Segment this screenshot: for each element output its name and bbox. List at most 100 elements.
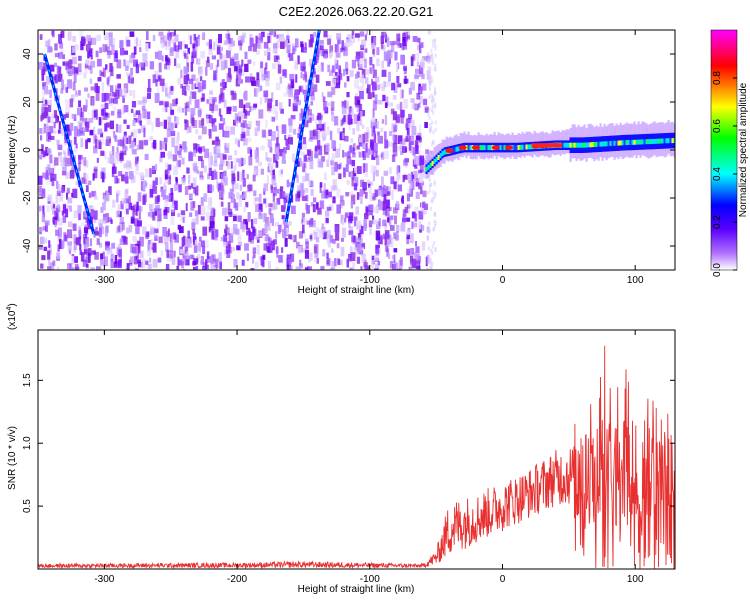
noise-cell	[327, 91, 333, 98]
noise-cell	[369, 210, 373, 216]
noise-cell	[181, 85, 186, 95]
noise-cell	[382, 94, 386, 102]
noise-cell	[162, 106, 166, 112]
band-cell	[593, 142, 596, 147]
noise-cell	[105, 213, 110, 223]
noise-cell	[276, 125, 279, 131]
noise-cell	[365, 209, 369, 217]
band-cell	[627, 140, 630, 145]
spectrogram-x-tick-label: -100	[360, 275, 380, 286]
noise-cell	[189, 212, 193, 217]
noise-cell	[103, 195, 107, 204]
noise-cell	[154, 228, 159, 234]
noise-cell	[194, 99, 200, 108]
noise-cell	[170, 130, 176, 136]
noise-cell	[110, 110, 115, 116]
band-cell	[575, 142, 578, 148]
noise-cell	[40, 263, 44, 269]
noise-cell	[358, 250, 363, 255]
noise-cell	[281, 124, 287, 134]
noise-cell	[345, 68, 349, 75]
noise-cell	[104, 151, 107, 160]
noise-cell	[338, 75, 341, 85]
noise-cell	[235, 202, 238, 208]
band-cell	[609, 141, 612, 146]
noise-cell	[331, 78, 337, 87]
noise-cell	[134, 37, 137, 45]
noise-cell	[116, 74, 121, 79]
noise-cell	[123, 119, 127, 124]
noise-cell	[431, 262, 434, 267]
noise-cell	[388, 141, 394, 147]
noise-cell	[267, 221, 271, 231]
noise-cell	[88, 253, 91, 263]
noise-cell	[296, 241, 300, 249]
noise-cell	[206, 211, 211, 222]
noise-cell	[77, 69, 83, 76]
band-cell	[439, 153, 442, 159]
noise-cell	[51, 113, 54, 124]
noise-cell	[344, 135, 349, 142]
band-cell	[455, 146, 458, 152]
noise-cell	[348, 226, 354, 234]
noise-cell	[120, 269, 124, 270]
noise-cell	[301, 212, 305, 223]
noise-cell	[160, 151, 165, 158]
noise-cell	[316, 202, 319, 210]
noise-cell	[46, 131, 50, 142]
noise-cell	[103, 213, 107, 221]
noise-cell	[322, 231, 328, 240]
noise-cell	[262, 228, 266, 236]
noise-cell	[375, 230, 381, 241]
noise-cell	[279, 36, 285, 46]
noise-cell	[157, 214, 162, 222]
noise-cell	[396, 114, 401, 123]
noise-cell	[429, 80, 432, 85]
noise-cell	[165, 242, 169, 252]
noise-cell	[429, 66, 432, 71]
noise-cell	[43, 62, 48, 72]
noise-cell	[170, 188, 174, 195]
noise-cell	[383, 170, 388, 176]
noise-cell	[117, 204, 120, 215]
noise-cell	[149, 136, 154, 141]
noise-cell	[393, 254, 396, 263]
noise-cell	[386, 191, 391, 196]
noise-cell	[240, 79, 243, 84]
noise-cell	[357, 86, 363, 93]
noise-cell	[71, 46, 76, 53]
noise-cell	[185, 203, 188, 212]
noise-cell	[146, 31, 149, 41]
noise-cell	[312, 220, 316, 228]
noise-cell	[105, 122, 110, 128]
noise-cell	[66, 192, 69, 200]
noise-cell	[402, 33, 406, 38]
noise-cell	[329, 130, 333, 140]
noise-cell	[339, 200, 345, 206]
noise-cell	[355, 102, 360, 108]
noise-cell	[174, 58, 177, 66]
band-cell	[649, 139, 652, 145]
noise-cell	[375, 169, 379, 177]
noise-cell	[402, 217, 407, 223]
noise-cell	[269, 213, 274, 224]
noise-cell	[219, 191, 224, 198]
noise-cell	[327, 38, 331, 45]
noise-cell	[97, 58, 102, 67]
noise-cell	[108, 186, 112, 195]
noise-cell	[183, 66, 189, 75]
noise-cell	[324, 172, 327, 181]
band-cell	[485, 145, 488, 151]
noise-cell	[239, 157, 243, 165]
noise-cell	[105, 139, 110, 147]
noise-cell	[341, 40, 344, 50]
noise-cell	[57, 144, 63, 150]
noise-cell	[163, 137, 168, 143]
noise-cell	[327, 154, 330, 160]
noise-cell	[258, 67, 263, 74]
noise-cell	[288, 118, 293, 126]
noise-cell	[424, 122, 428, 128]
noise-cell	[188, 175, 191, 185]
noise-cell	[197, 242, 202, 252]
noise-cell	[434, 67, 437, 72]
